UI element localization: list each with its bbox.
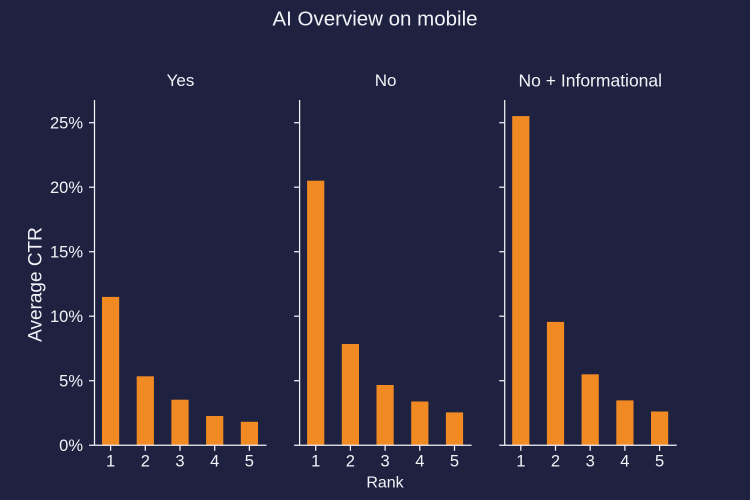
svg-text:No: No	[375, 71, 397, 90]
svg-text:5: 5	[655, 453, 664, 471]
svg-text:5: 5	[245, 453, 254, 471]
svg-text:2: 2	[346, 453, 355, 471]
svg-text:3: 3	[381, 453, 390, 471]
svg-text:20%: 20%	[50, 179, 83, 197]
svg-text:25%: 25%	[50, 115, 83, 133]
svg-text:2: 2	[141, 453, 150, 471]
svg-text:4: 4	[620, 453, 629, 471]
svg-text:AI Overview on mobile: AI Overview on mobile	[272, 8, 477, 31]
svg-text:1: 1	[516, 453, 525, 471]
svg-text:Rank: Rank	[366, 474, 404, 491]
svg-text:3: 3	[175, 453, 184, 471]
svg-text:5%: 5%	[59, 373, 83, 391]
svg-text:3: 3	[586, 453, 595, 471]
svg-text:4: 4	[415, 453, 424, 471]
svg-text:Average CTR: Average CTR	[26, 227, 47, 342]
svg-text:5: 5	[450, 453, 459, 471]
svg-text:1: 1	[311, 453, 320, 471]
svg-text:15%: 15%	[50, 244, 83, 262]
svg-text:10%: 10%	[50, 308, 83, 326]
svg-text:2: 2	[551, 453, 560, 471]
svg-text:No + Informational: No + Informational	[519, 70, 662, 90]
svg-text:4: 4	[210, 453, 219, 471]
svg-text:1: 1	[106, 453, 115, 471]
svg-text:0%: 0%	[59, 437, 83, 455]
svg-text:Yes: Yes	[167, 71, 195, 90]
